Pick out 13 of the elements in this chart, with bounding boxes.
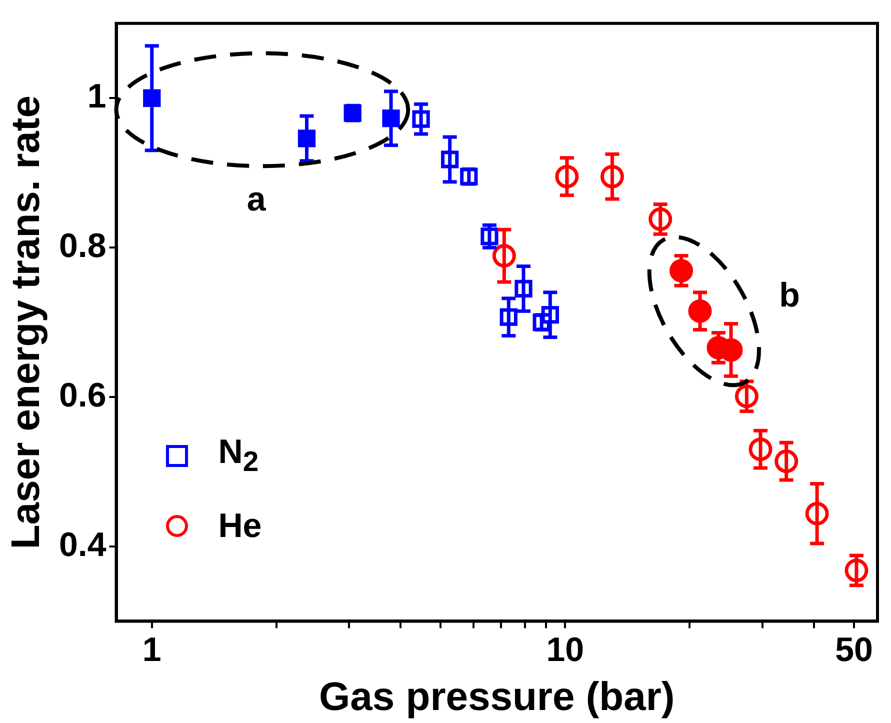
y-axis-title: Laser energy trans. rate [4, 96, 48, 550]
y-tick-label: 0.6 [59, 376, 106, 414]
x-tick-label: 10 [546, 630, 584, 669]
annotation: a [246, 180, 267, 219]
y-tick-label: 0.4 [59, 526, 106, 564]
x-axis-title: Gas pressure (bar) [319, 675, 675, 720]
legend-label: N$_{2}$ [218, 433, 259, 480]
x-tick-label: 50 [835, 630, 873, 669]
y-tick-label: 0.8 [59, 226, 106, 265]
x-tick-label: 1 [142, 630, 162, 669]
legend-label: He [218, 506, 262, 546]
y-tick-label: 1 [87, 78, 106, 116]
annotation: b [779, 276, 800, 314]
